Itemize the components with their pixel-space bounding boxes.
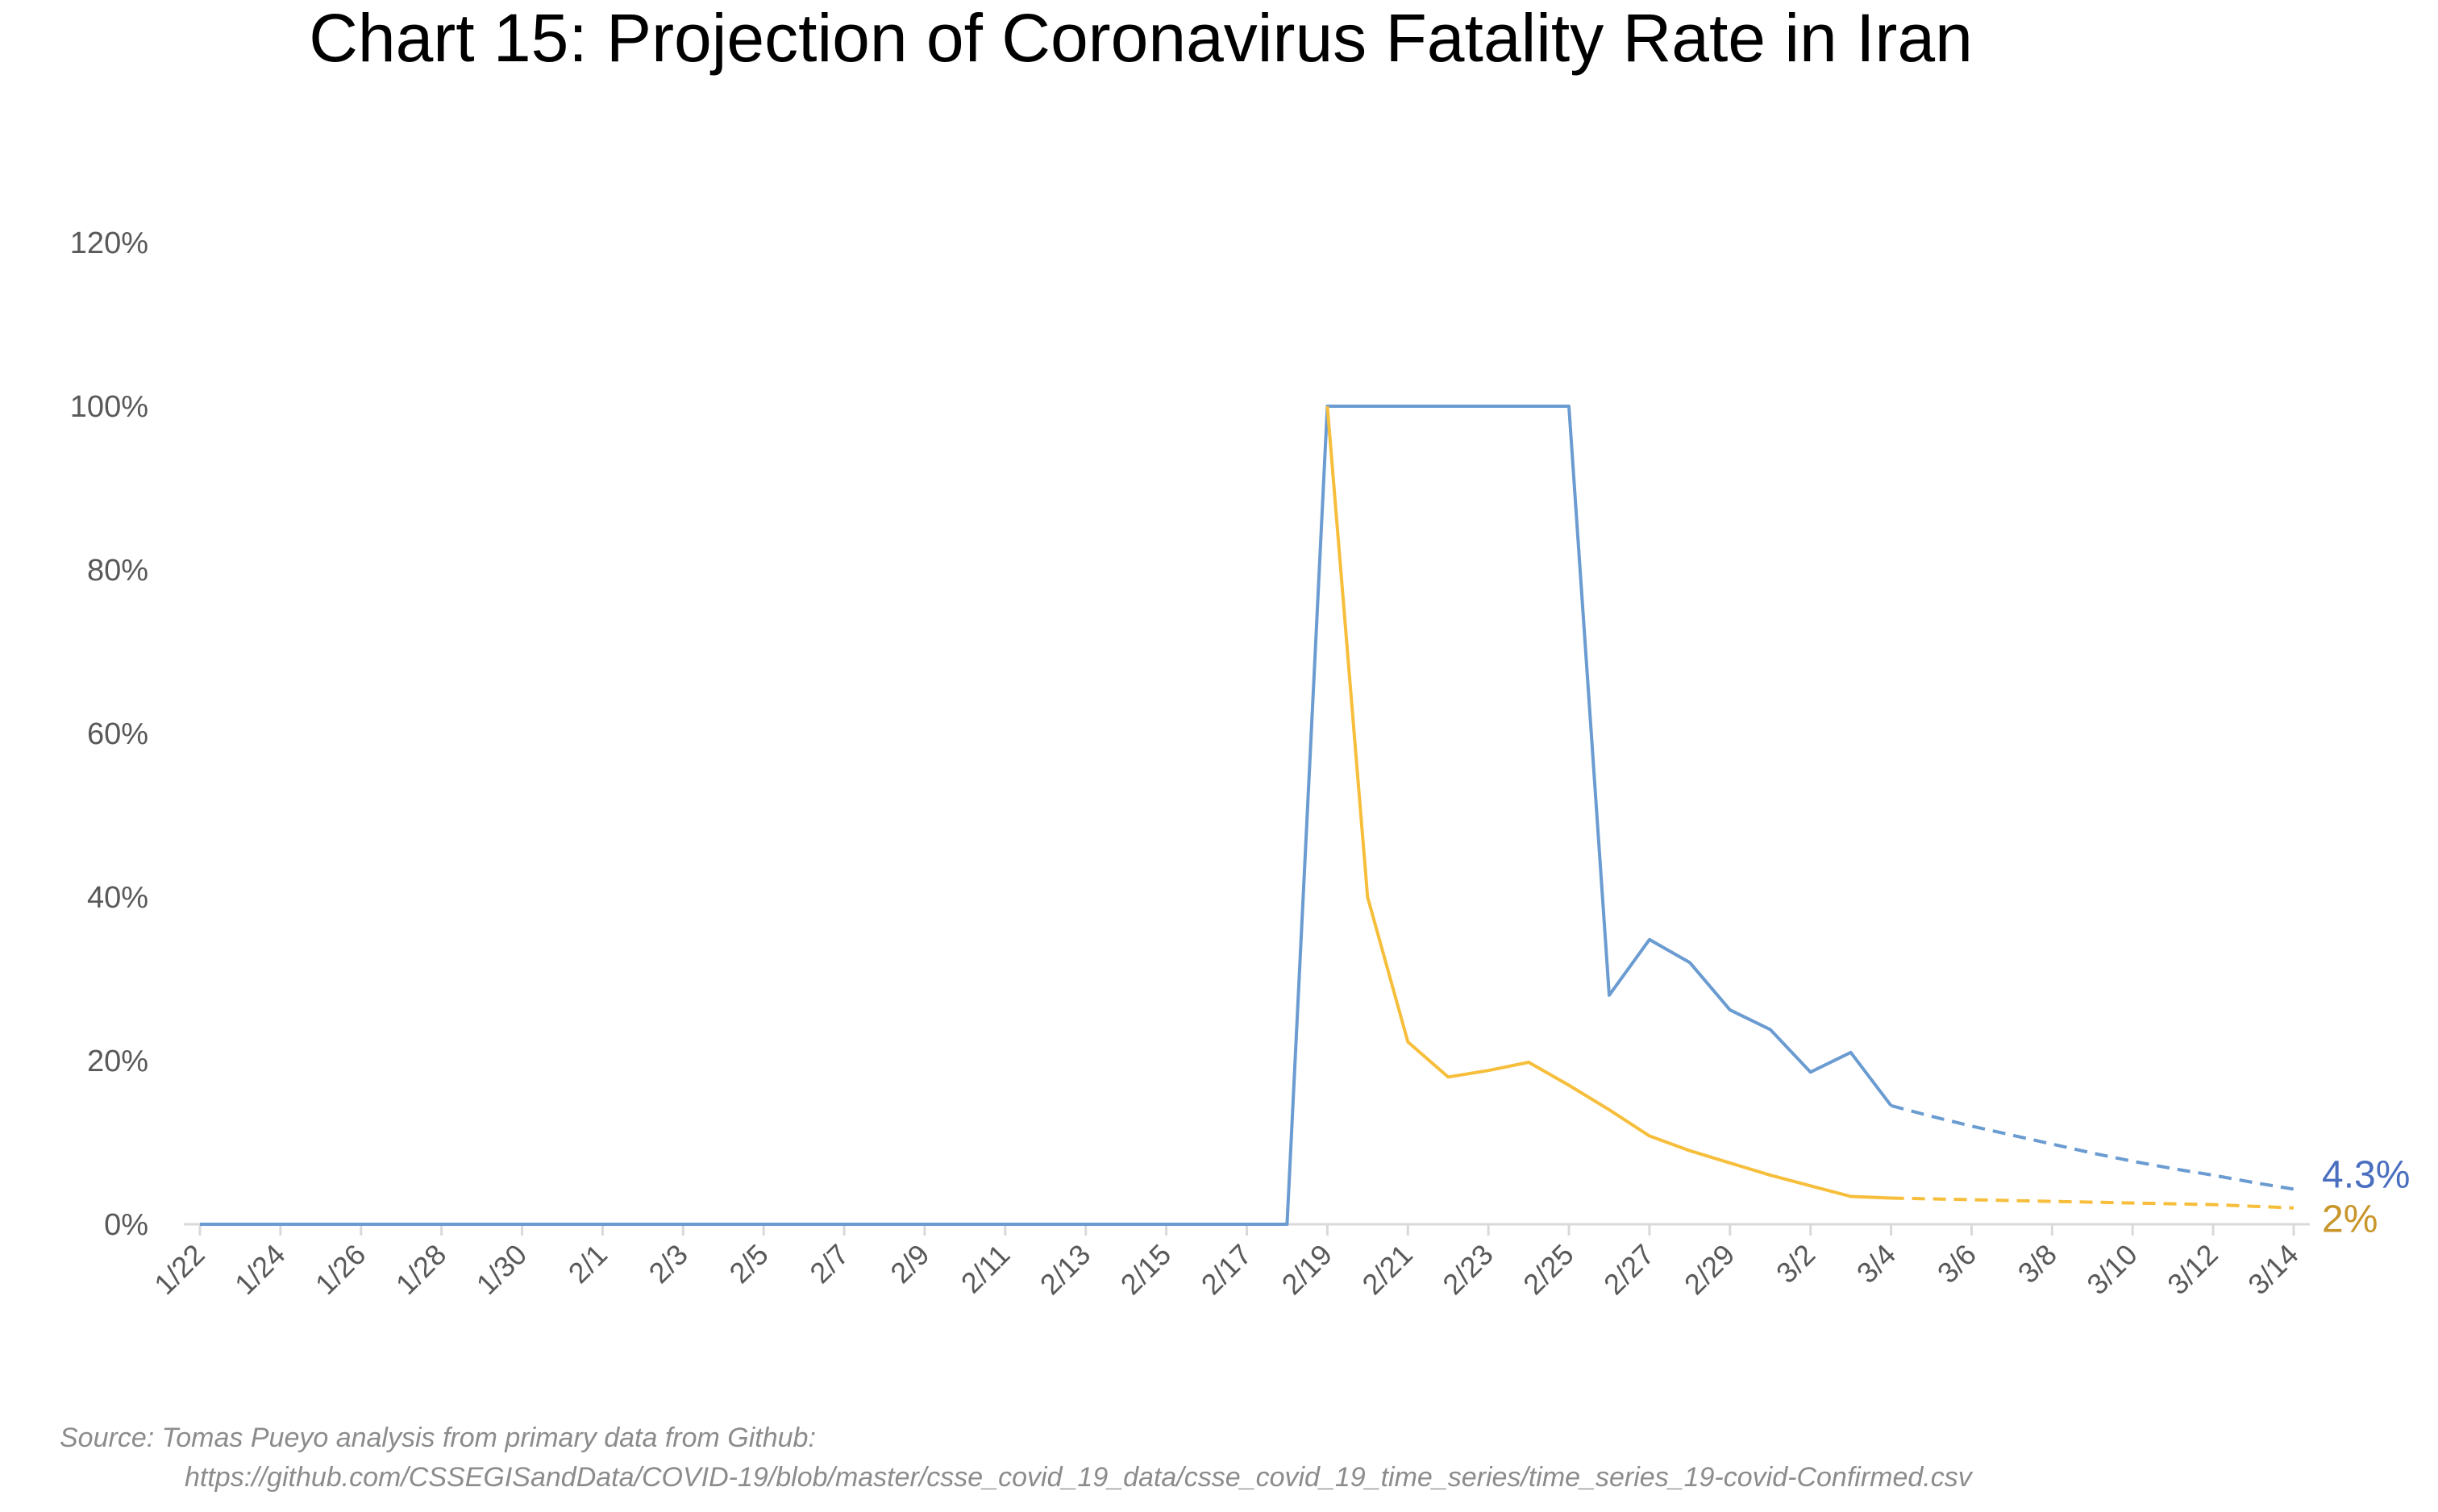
series-1-projection-line (1891, 1103, 2294, 1191)
x-tick-label: 1/22 (148, 1238, 211, 1302)
x-tick-label: 2/23 (1436, 1238, 1500, 1302)
series-lines: 4.3%2% (200, 405, 2410, 1241)
y-axis: 0% 20% 40% 60% 80% 100% 120% (70, 226, 148, 1242)
x-tick-label: 2/19 (1275, 1238, 1338, 1302)
x-tick-label: 2/13 (1034, 1238, 1097, 1302)
x-tick-label: 1/30 (470, 1238, 534, 1302)
x-tick-label: 2/9 (884, 1238, 935, 1290)
series-2-end-label: 2% (2322, 1198, 2378, 1241)
x-tick-label: 3/2 (1770, 1238, 1821, 1290)
x-tick-label: 1/24 (228, 1238, 292, 1302)
x-tick-label: 3/10 (2080, 1238, 2144, 1302)
x-tick-label: 2/21 (1355, 1238, 1419, 1302)
y-tick-label: 20% (87, 1045, 148, 1078)
y-tick-label: 120% (70, 226, 148, 260)
x-tick-label: 2/3 (643, 1238, 694, 1290)
series-2-actual-line (1325, 405, 1891, 1200)
x-tick-label: 2/29 (1678, 1238, 1741, 1302)
x-tick-label: 2/11 (955, 1238, 1017, 1300)
y-tick-label: 40% (87, 881, 148, 915)
series-1-actual-line (200, 405, 1893, 1226)
x-tick-label: 1/26 (309, 1238, 372, 1302)
x-tick-label: 3/8 (2012, 1238, 2063, 1290)
y-tick-label: 60% (87, 717, 148, 751)
x-tick-label: 3/6 (1931, 1238, 1982, 1290)
source-line-1: Source: Tomas Pueyo analysis from primar… (60, 1423, 816, 1453)
x-tick-label: 3/4 (1850, 1238, 1902, 1290)
x-tick-label: 2/27 (1597, 1238, 1661, 1302)
x-axis: 1/22 1/24 1/26 1/28 1/30 2/1 2/3 2/5 2/7 2/9 2/11 2… (148, 1223, 2310, 1302)
series-2-projection-line (1891, 1196, 2294, 1210)
y-tick-label: 100% (70, 390, 148, 424)
chart-title: Chart 15: Projection of Coronavirus Fata… (309, 0, 1973, 76)
x-tick-label: 2/15 (1114, 1238, 1178, 1302)
y-tick-label: 0% (104, 1208, 148, 1242)
source-line-2: https://github.com/CSSEGISandData/COVID-… (185, 1462, 1974, 1493)
x-tick-label: 2/7 (803, 1238, 855, 1290)
x-tick-label: 2/25 (1516, 1238, 1580, 1302)
x-tick-label: 3/12 (2161, 1238, 2224, 1302)
x-tick-label: 2/5 (722, 1238, 774, 1290)
x-tick-label: 3/14 (2241, 1238, 2305, 1302)
y-tick-label: 80% (87, 554, 148, 588)
series-1-end-label: 4.3% (2322, 1153, 2410, 1196)
x-tick-label: 2/17 (1195, 1238, 1259, 1302)
x-tick-label: 2/1 (562, 1238, 614, 1290)
x-tick-label: 1/28 (389, 1238, 453, 1302)
